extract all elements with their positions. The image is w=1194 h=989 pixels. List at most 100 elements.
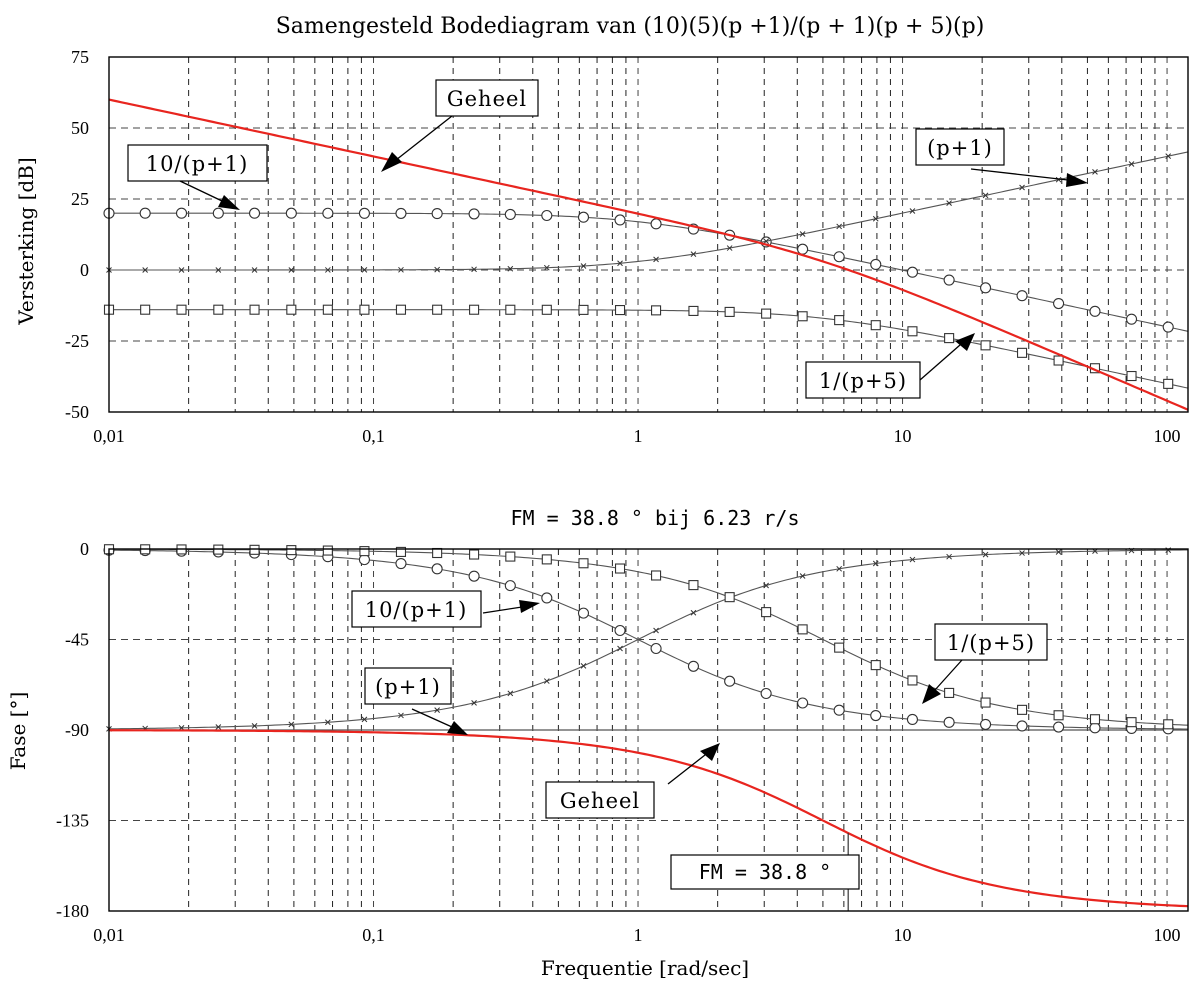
phase-y-tick-label: -180	[56, 901, 89, 921]
gain-point-gain_lead1	[324, 267, 331, 273]
phase-point-phase_lead1	[1055, 549, 1062, 555]
gain-series-line-gain_total	[108, 98, 1189, 411]
gain-point-gain_lag5	[322, 304, 333, 315]
gain-point-gain_lead1	[142, 267, 149, 273]
phase-point-phase_lag1	[504, 580, 516, 592]
gain-point-gain_lag1	[797, 243, 809, 255]
gain-point-gain_lag5	[1053, 355, 1064, 366]
phase-x-tick-label: 0,1	[362, 925, 385, 945]
gain-point-gain_lead1	[617, 260, 623, 267]
gain-point-gain_lead1	[1165, 153, 1172, 160]
phase-series-line-phase_lead1	[108, 549, 1189, 730]
phase-point-phase_lag5	[980, 697, 991, 708]
gain-point-gain_lead1	[251, 267, 258, 273]
svg-text:Geheel: Geheel	[447, 87, 527, 111]
gain-point-gain_lead1	[434, 266, 440, 273]
phase-point-phase_lead1	[1019, 550, 1025, 556]
gain-point-gain_lag1	[833, 251, 845, 263]
phase-x-tick-label: 0,01	[93, 925, 125, 945]
gain-point-gain_lag1	[1089, 305, 1101, 317]
phase-point-phase_lag5	[541, 554, 552, 565]
gain-point-gain_lag1	[577, 211, 590, 223]
phase-point-phase_lag5	[322, 545, 333, 556]
gain-point-gain_lead1	[580, 263, 587, 269]
phase-series-line-phase_total	[108, 729, 1189, 908]
gain-point-gain_lag5	[724, 306, 735, 317]
gain-point-gain_lag5	[1126, 370, 1137, 382]
gain-x-tick-label: 0,01	[93, 426, 125, 446]
phase-point-phase_lead1	[763, 582, 769, 589]
phase-point-phase_lead1	[215, 724, 222, 730]
gain-y-tick-label: 75	[71, 47, 89, 67]
phase-point-phase_lag5	[944, 687, 955, 698]
gain-point-gain_lag1	[175, 207, 188, 219]
gain-point-gain_lag5	[761, 308, 772, 319]
gain-point-gain_lag1	[504, 208, 516, 221]
phase-point-phase_lag5	[651, 570, 662, 581]
phase-margin-label: FM = 38.8 °	[670, 854, 860, 890]
gain-point-gain_lead1	[690, 251, 697, 257]
gain-point-gain_lag5	[834, 315, 845, 326]
phase-point-phase_lag5	[469, 549, 480, 560]
phase-point-phase_lag1	[943, 716, 955, 728]
phase-point-phase_lead1	[507, 690, 514, 697]
gain-point-gain_lag1	[614, 214, 626, 226]
gain-point-gain_lead1	[836, 223, 843, 230]
gain-point-gain_lag1	[1016, 290, 1028, 302]
phase-point-phase_lag5	[1126, 717, 1137, 728]
gain-y-tick-label: 0	[80, 260, 89, 280]
phase-point-phase_lag5	[505, 551, 516, 562]
gain-point-gain_lag5	[505, 304, 516, 315]
gain-point-gain_lag1	[322, 207, 334, 219]
gain-point-gain_lag5	[944, 333, 955, 344]
phase-point-phase_lead1	[543, 678, 550, 684]
phase-point-phase_lead1	[690, 609, 697, 616]
gain-point-gain_lead1	[799, 231, 806, 237]
phase-point-phase_lag5	[834, 642, 845, 653]
phase-point-phase_lag1	[724, 675, 736, 687]
phase-point-phase_lag5	[249, 544, 260, 555]
gain-point-gain_lag1	[212, 207, 224, 219]
phase-point-phase_lag5	[614, 563, 626, 574]
phase-point-phase_lead1	[580, 663, 587, 669]
phase-point-phase_lag1	[395, 558, 407, 570]
phase-point-phase_lead1	[361, 716, 368, 723]
phase-point-phase_lag5	[432, 547, 443, 559]
gain-point-gain_lead1	[653, 256, 659, 263]
phase-point-phase_lag1	[833, 704, 845, 716]
gain-point-gain_lag1	[248, 207, 261, 219]
phase-point-phase_lag1	[1053, 721, 1065, 733]
gain-point-gain_lead1	[1092, 169, 1098, 175]
phase-annotation-lag5: 1/(p+5)	[922, 623, 1048, 704]
gain-point-gain_lag5	[249, 304, 260, 315]
gain-y-tick-label: 50	[71, 118, 89, 138]
svg-text:(p+1): (p+1)	[927, 136, 993, 160]
phase-point-phase_lag1	[906, 713, 918, 726]
gain-point-gain_lag5	[1163, 378, 1174, 389]
phase-point-phase_lag1	[468, 570, 480, 582]
svg-text:1/(p+5): 1/(p+5)	[947, 631, 1035, 655]
phase-point-phase_lag5	[688, 580, 699, 591]
gain-annotation-geheel: Geheel	[381, 79, 539, 172]
gain-point-gain_lag1	[431, 208, 443, 220]
gain-point-gain_lag1	[980, 282, 992, 294]
gain-point-gain_lag1	[358, 207, 370, 219]
svg-text:10/(p+1): 10/(p+1)	[365, 598, 468, 622]
gain-point-gain_lead1	[872, 215, 879, 222]
gain-point-gain_lag1	[1125, 313, 1138, 325]
gain-point-gain_lead1	[543, 264, 550, 271]
gain-annotation-lead1: (p+1)	[915, 128, 1088, 187]
phase-point-phase_lag5	[761, 607, 772, 618]
gain-point-gain_lead1	[215, 267, 222, 273]
gain-point-gain_lag1	[139, 207, 151, 219]
phase-point-phase_lag1	[760, 687, 772, 700]
chart-title: Samengesteld Bodediagram van (10)(5)(p +…	[276, 14, 985, 39]
phase-point-phase_lead1	[324, 719, 331, 726]
gain-point-gain_lag1	[285, 207, 297, 219]
phase-point-phase_lead1	[982, 551, 989, 558]
gain-point-gain_lead1	[361, 267, 368, 273]
phase-point-phase_lag5	[578, 558, 589, 569]
gain-point-gain_lead1	[1055, 176, 1062, 183]
phase-point-phase_lead1	[946, 553, 952, 560]
